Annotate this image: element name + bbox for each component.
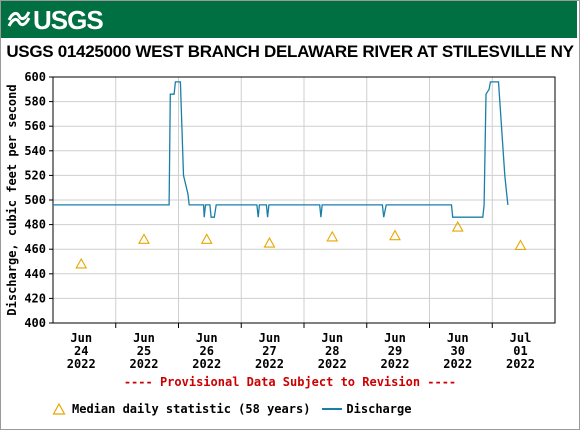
median-point [514, 239, 527, 251]
usgs-wave-icon [7, 11, 31, 27]
y-tick-label: 400 [24, 316, 46, 330]
x-tick-label: 27 [262, 344, 276, 358]
legend-median-label: Median daily statistic (58 years) [72, 402, 311, 416]
median-point [75, 257, 88, 269]
discharge-line-icon [322, 408, 343, 410]
x-tick-label: 28 [325, 344, 339, 358]
y-tick-label: 600 [24, 70, 46, 84]
x-tick-label: Jul [510, 331, 532, 345]
x-tick-label: 2022 [130, 357, 159, 371]
provisional-data-notice: ---- Provisional Data Subject to Revisio… [123, 375, 457, 389]
median-point [263, 236, 276, 248]
median-point [389, 229, 401, 241]
x-tick-label: 2022 [318, 357, 347, 371]
x-tick-label: 29 [388, 344, 402, 358]
x-tick-label: 2022 [67, 357, 96, 371]
x-tick-label: Jun [70, 331, 92, 345]
legend-discharge-label: Discharge [346, 402, 412, 416]
x-tick-label: 30 [451, 344, 465, 358]
y-tick-label: 500 [24, 193, 46, 207]
usgs-logo[interactable]: USGS [7, 5, 104, 35]
x-tick-label: Jun [259, 331, 281, 345]
y-tick-label: 580 [24, 95, 46, 109]
usgs-header-banner: USGS [1, 1, 577, 38]
median-point [200, 233, 213, 244]
median-point [138, 233, 150, 244]
median-triangle-icon [52, 402, 66, 415]
x-tick-label: Jun [384, 331, 406, 345]
y-tick-label: 440 [24, 267, 46, 281]
x-tick-label: 01 [513, 344, 527, 358]
x-tick-label: 2022 [381, 357, 410, 371]
y-tick-label: 520 [24, 168, 46, 182]
chart-title: USGS 01425000 WEST BRANCH DELAWARE RIVER… [6, 42, 574, 61]
x-tick-label: 2022 [192, 357, 221, 371]
y-axis-label: Discharge, cubic feet per second [5, 84, 19, 315]
chart-legend: Median daily statistic (58 years) Discha… [52, 401, 411, 417]
y-tick-label: 480 [24, 218, 46, 232]
x-tick-label: Jun [321, 331, 343, 345]
plot-border [52, 76, 556, 324]
median-point [451, 220, 464, 232]
y-tick-label: 460 [24, 242, 46, 256]
x-tick-label: Jun [133, 331, 155, 345]
x-tick-label: 2022 [506, 357, 535, 371]
x-tick-label: 26 [200, 344, 214, 358]
x-tick-label: Jun [196, 331, 218, 345]
discharge-series-line [53, 81, 509, 218]
y-tick-label: 540 [24, 144, 46, 158]
y-tick-label: 560 [24, 119, 46, 133]
x-tick-label: 24 [74, 344, 88, 358]
usgs-logo-text: USGS [33, 5, 104, 35]
x-tick-label: 25 [137, 344, 151, 358]
x-tick-label: Jun [447, 331, 469, 345]
median-point [326, 230, 339, 242]
x-tick-label: 2022 [255, 357, 284, 371]
x-tick-label: 2022 [443, 357, 472, 371]
y-tick-label: 420 [24, 291, 46, 305]
